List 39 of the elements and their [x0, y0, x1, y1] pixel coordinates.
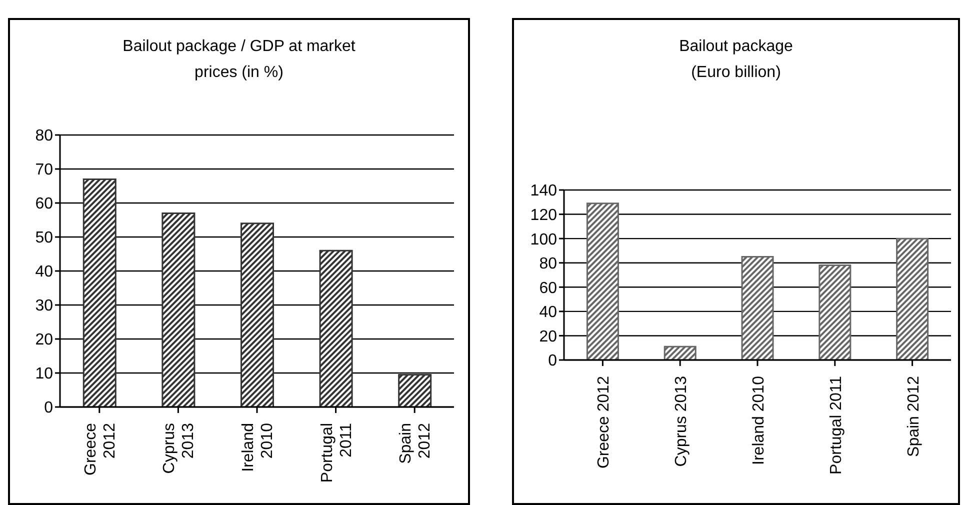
y-tick-label: 0	[548, 352, 558, 370]
x-tick-label: Greece 2012	[82, 422, 118, 476]
x-tick-label: Cyprus 2013	[161, 422, 198, 474]
chart-title: Bailout package / GDP at market prices (in %)	[122, 37, 356, 83]
y-tick-label: 80	[539, 256, 558, 273]
bar	[664, 346, 696, 360]
y-tick-label: 120	[530, 206, 558, 224]
x-tick-label: Cyprus 2013	[673, 376, 690, 467]
y-tick-label: 40	[35, 264, 54, 281]
y-tick-label: 20	[539, 328, 558, 346]
y-tick-label: 60	[35, 196, 54, 213]
y-tick-label: 70	[35, 162, 54, 179]
y-tick-label: 100	[530, 231, 558, 248]
x-tick-label: Portugal 2011	[828, 376, 845, 474]
y-tick-label: 140	[530, 182, 558, 200]
x-tick-label: Spain 2012	[398, 422, 434, 464]
bar	[162, 212, 196, 407]
x-tick-label: Greece 2012	[596, 376, 613, 469]
chart-title: Bailout package (Euro billion)	[678, 37, 794, 83]
x-tick-label: Spain 2012	[905, 376, 922, 457]
bar	[240, 222, 274, 407]
bar	[818, 264, 852, 360]
x-tick-label: Portugal 2011	[318, 422, 355, 483]
y-tick-label: 0	[44, 400, 54, 417]
y-tick-label: 50	[35, 230, 54, 247]
y-tick-label: 30	[35, 298, 54, 315]
y-tick-label: 20	[35, 332, 54, 349]
x-tick-label: Ireland 2010	[240, 422, 276, 472]
y-tick-label: 40	[539, 304, 558, 322]
x-tick-label: Ireland 2010	[750, 376, 768, 465]
y-tick-label: 60	[539, 280, 558, 297]
bar	[586, 202, 619, 360]
bar	[319, 250, 353, 407]
bar	[398, 374, 432, 407]
bar	[896, 238, 929, 360]
bar	[82, 178, 116, 407]
y-tick-label: 10	[35, 366, 54, 383]
bar	[741, 256, 774, 360]
y-tick-label: 80	[35, 128, 54, 145]
